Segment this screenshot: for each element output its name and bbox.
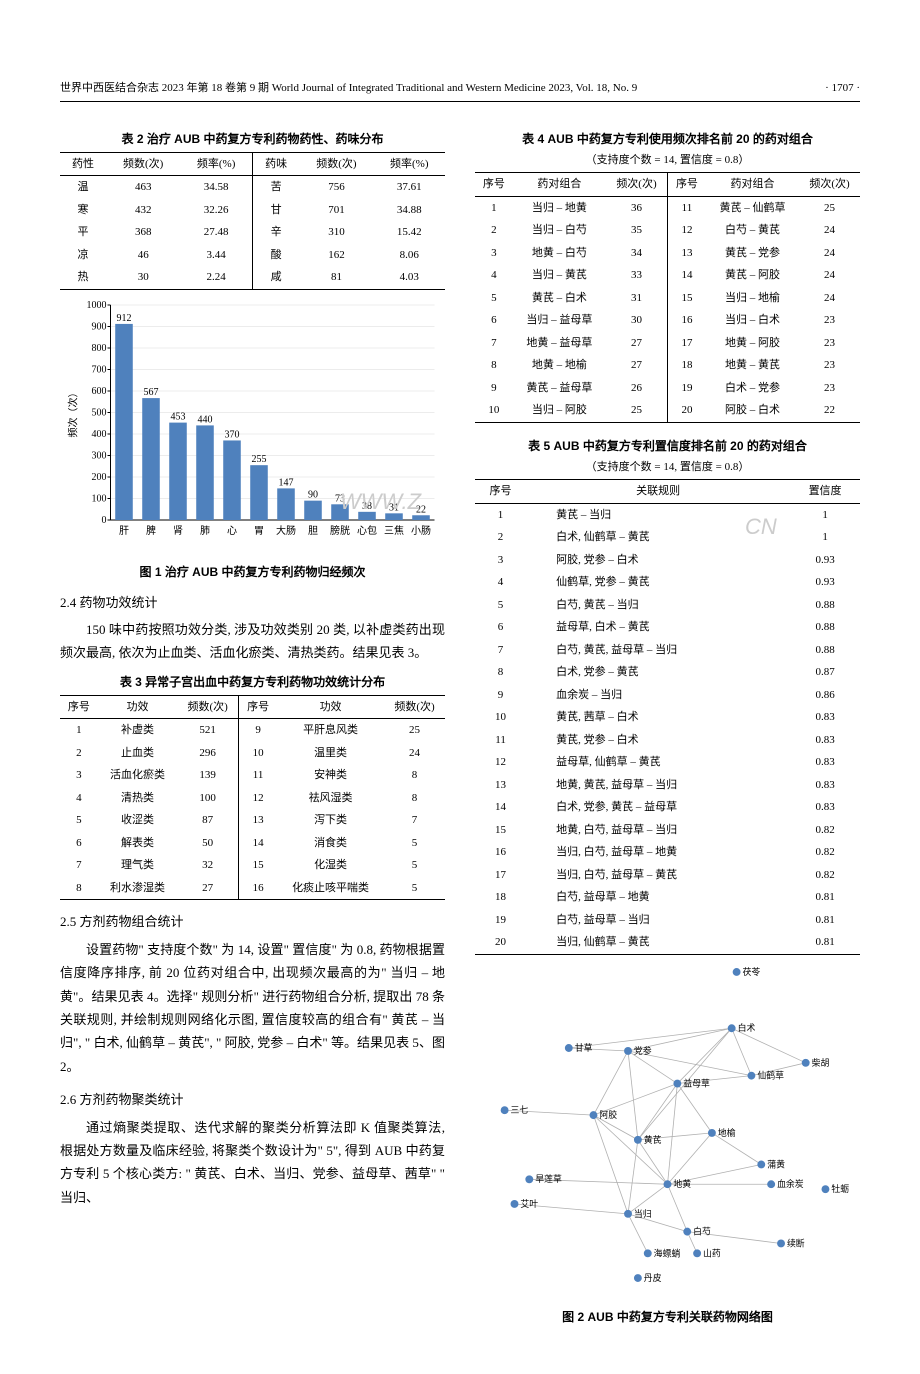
svg-text:牡蛎: 牡蛎: [831, 1183, 849, 1194]
section-2-5-heading: 2.5 方剂药物组合统计: [60, 912, 445, 932]
page-header: 世界中西医结合杂志 2023 年第 18 卷第 9 期 World Journa…: [60, 80, 860, 102]
svg-text:心: 心: [227, 525, 237, 537]
svg-text:453: 453: [171, 411, 186, 422]
svg-text:912: 912: [117, 312, 132, 323]
svg-text:丹皮: 丹皮: [644, 1271, 662, 1282]
table5-caption: 表 5 AUB 中药复方专利置信度排名前 20 的药对组合: [475, 437, 860, 455]
svg-text:频次（次）: 频次（次）: [67, 387, 80, 437]
svg-text:400: 400: [92, 429, 107, 440]
section-2-4-text: 150 味中药按照功效分类, 涉及功效类别 20 类, 以补虚类药出现频次最高,…: [60, 618, 445, 665]
svg-text:73: 73: [335, 493, 345, 504]
svg-text:800: 800: [92, 343, 107, 354]
svg-text:肺: 肺: [200, 525, 210, 537]
svg-text:三焦: 三焦: [384, 524, 404, 537]
svg-text:1000: 1000: [87, 300, 107, 311]
svg-text:三七: 三七: [511, 1105, 529, 1115]
svg-text:100: 100: [92, 493, 107, 504]
figure1-barchart: 0 100 200 300 400 500 600 700 800 900 1000 912 肝 567 脾…: [60, 290, 445, 550]
svg-text:22: 22: [416, 504, 426, 515]
svg-text:胃: 胃: [254, 525, 264, 537]
svg-text:31: 31: [389, 502, 399, 513]
table5: 序号关联规则置信度1黄芪 – 当归12白术, 仙鹤草 – 黄芪13阿胶, 党参 …: [475, 479, 860, 955]
svg-text:黄芪: 黄芪: [644, 1133, 662, 1144]
figure2-network: 茯苓白术甘草 党参仙鹤草 柴胡益母草三七 阿胶黄芪 地榆蒲黄旱莲草 地黄 血余炭 牡蛎艾叶当归…: [475, 955, 860, 1295]
svg-text:白术: 白术: [738, 1022, 756, 1033]
figure2-caption: 图 2 AUB 中药复方专利关联药物网络图: [475, 1308, 860, 1326]
table2: 药性频数(次)频率(%)药味频数(次)频率(%)温46334.58苦75637.…: [60, 152, 445, 290]
svg-text:茯苓: 茯苓: [743, 965, 761, 976]
svg-text:0: 0: [102, 515, 107, 526]
svg-text:900: 900: [92, 321, 107, 332]
svg-text:白芍: 白芍: [693, 1225, 711, 1236]
svg-text:300: 300: [92, 450, 107, 461]
svg-text:山药: 山药: [703, 1248, 721, 1258]
svg-text:艾叶: 艾叶: [520, 1198, 538, 1208]
svg-text:肾: 肾: [173, 525, 183, 537]
svg-text:大肠: 大肠: [276, 524, 296, 537]
svg-text:阿胶: 阿胶: [599, 1109, 617, 1120]
svg-text:海螵蛸: 海螵蛸: [654, 1247, 681, 1258]
svg-text:心包: 心包: [357, 524, 377, 537]
svg-text:仙鹤草: 仙鹤草: [757, 1069, 784, 1080]
page-number: · 1707 ·: [825, 80, 860, 97]
section-2-6-heading: 2.6 方剂药物聚类统计: [60, 1090, 445, 1110]
svg-text:440: 440: [198, 414, 213, 425]
table4-subcaption: （支持度个数 = 14, 置信度 = 0.8）: [475, 152, 860, 169]
table3-caption: 表 3 异常子宫出血中药复方专利药物功效统计分布: [60, 673, 445, 691]
svg-text:党参: 党参: [634, 1044, 652, 1055]
section-2-4-heading: 2.4 药物功效统计: [60, 593, 445, 613]
svg-text:700: 700: [92, 364, 107, 375]
table4-caption: 表 4 AUB 中药复方专利使用频次排名前 20 的药对组合: [475, 130, 860, 148]
table5-subcaption: （支持度个数 = 14, 置信度 = 0.8）: [475, 459, 860, 476]
table2-caption: 表 2 治疗 AUB 中药复方专利药物药性、药味分布: [60, 130, 445, 148]
svg-text:肝: 肝: [119, 525, 129, 537]
svg-text:胆: 胆: [308, 525, 318, 537]
section-2-5-text: 设置药物" 支持度个数" 为 14, 设置" 置信度" 为 0.8, 药物根据置…: [60, 938, 445, 1078]
svg-text:200: 200: [92, 472, 107, 483]
svg-text:小肠: 小肠: [411, 525, 431, 537]
svg-text:500: 500: [92, 407, 107, 418]
svg-text:旱莲草: 旱莲草: [535, 1173, 562, 1184]
svg-text:567: 567: [144, 387, 159, 398]
svg-text:续断: 续断: [787, 1237, 805, 1248]
svg-text:甘草: 甘草: [575, 1041, 593, 1052]
svg-text:益母草: 益母草: [683, 1077, 710, 1088]
table3: 序号功效频数(次)序号功效频数(次)1补虚类5219平肝息风类252止血类296…: [60, 695, 445, 901]
svg-text:38: 38: [362, 500, 372, 511]
svg-text:膀胱: 膀胱: [330, 524, 350, 537]
svg-text:柴胡: 柴胡: [812, 1056, 830, 1067]
svg-text:当归: 当归: [634, 1207, 652, 1218]
svg-text:90: 90: [308, 489, 318, 500]
figure1-caption: 图 1 治疗 AUB 中药复方专利药物归经频次: [60, 563, 445, 581]
svg-text:地榆: 地榆: [718, 1126, 736, 1137]
table4: 序号药对组合频次(次)序号药对组合频次(次)1当归 – 地黄3611黄芪 – 仙…: [475, 172, 860, 423]
journal-title: 世界中西医结合杂志 2023 年第 18 卷第 9 期 World Journa…: [60, 80, 637, 97]
svg-text:地黄: 地黄: [673, 1178, 691, 1189]
svg-text:370: 370: [225, 429, 240, 440]
svg-text:蒲黄: 蒲黄: [767, 1158, 785, 1169]
svg-text:血余炭: 血余炭: [777, 1178, 804, 1189]
svg-text:600: 600: [92, 386, 107, 397]
section-2-6-text: 通过熵聚类提取、迭代求解的聚类分析算法即 K 值聚类算法, 根据处方数量及临床经…: [60, 1116, 445, 1210]
svg-text:147: 147: [279, 477, 294, 488]
svg-text:255: 255: [252, 454, 267, 465]
svg-text:脾: 脾: [146, 524, 156, 537]
